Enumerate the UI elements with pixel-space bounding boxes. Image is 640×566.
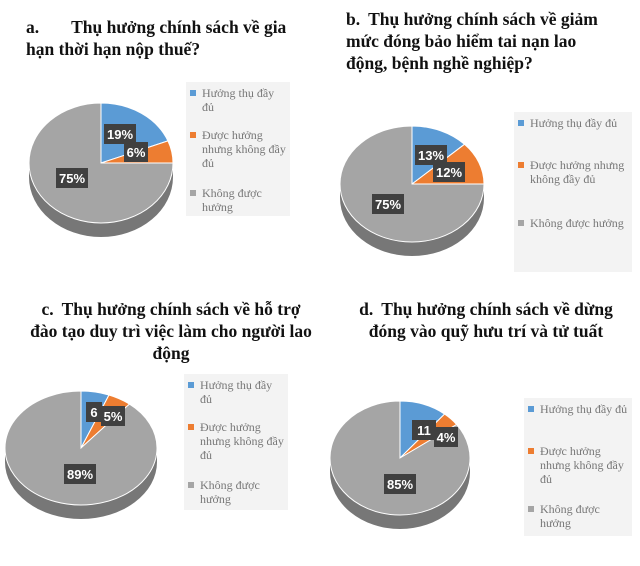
data-label-box [412,420,436,440]
data-label: 19% [107,127,133,142]
legend-swatch [190,190,196,196]
data-label: 5% [104,409,123,424]
chart-title-prefix: a. [26,17,40,37]
data-label: 6% [127,145,146,160]
pie-chart-c: 6 5% 89% [4,390,158,519]
data-label-box [101,406,125,426]
legend-swatch [190,132,196,138]
data-label-box [56,168,88,188]
chart-title-b: b. Thụ hưởng chính sách về giảm mức đóng … [346,8,608,74]
chart-legend: Hưởng thụ đầy đủ Được hưởng nhưng không đ… [524,398,632,536]
legend-label: Không được hưởng [200,478,260,506]
data-label-box [124,142,148,162]
chart-title-text: Thụ hưởng chính sách về hỗ trợ đào tạo d… [30,299,312,363]
legend-swatch [528,506,534,512]
legend-swatch [188,424,194,430]
legend-swatch [518,120,524,126]
legend-label: Không được hưởng [530,216,624,230]
legend-label: Hưởng thụ đầy đủ [530,116,618,130]
data-label-box [384,474,416,494]
chart-legend: Hưởng thụ đầy đủ Được hưởng nhưng không đ… [184,374,288,510]
pie-chart-b: 13% 12% 75% [339,125,485,256]
data-label: 75% [59,171,85,186]
legend-swatch [188,382,194,388]
pie-depth [340,184,484,256]
chart-title-prefix: d. [359,299,374,319]
chart-title-text: Thụ hưởng chính sách về gia hạn thời hạn… [26,17,287,59]
legend-label: Được hưởng nhưng không đầy đủ [530,158,625,186]
data-label-box [64,464,96,484]
data-label: 4% [437,430,456,445]
legend-swatch [528,406,534,412]
data-label: 85% [387,477,413,492]
legend-swatch [518,162,524,168]
pie-slice [28,102,174,224]
data-label: 89% [67,467,93,482]
legend-label: Hưởng thụ đầy đủ [540,402,628,416]
legend-label: Không được hưởng [540,502,600,530]
pie-slice [329,400,471,516]
legend-label: Hưởng thụ đầy đủ [202,86,275,114]
chart-title-a: a. Thụ hưởng chính sách về gia hạn thời h… [26,16,316,60]
chart-title-c: c. Thụ hưởng chính sách về hỗ trợ đào tạo… [26,298,316,364]
data-label-box [415,145,447,165]
legend-label: Được hưởng nhưng không đầy đủ [200,420,284,462]
data-label-box [86,402,102,422]
legend-swatch [518,220,524,226]
data-label-box [104,124,136,144]
chart-legend: Hưởng thụ đầy đủ Được hưởng nhưng không đ… [186,82,290,216]
data-label-box [434,427,458,447]
pie-chart-d: 11 4% 85% [329,400,471,529]
legend-swatch [528,448,534,454]
data-label-box [433,162,465,182]
legend-label: Không được hưởng [202,186,262,214]
legend-swatch [190,90,196,96]
data-label: 12% [436,165,462,180]
data-label: 75% [375,197,401,212]
data-label: 6 [90,405,97,420]
chart-title-prefix: c. [41,299,54,319]
chart-title-d: d. Thụ hưởng chính sách về dừng đóng vào … [350,298,622,342]
chart-title-prefix: b. [346,9,361,29]
chart-title-text: Thụ hưởng chính sách về dừng đóng vào qu… [368,299,613,341]
data-label: 13% [418,148,444,163]
pie-depth [29,163,173,237]
legend-label: Hưởng thụ đầy đủ [200,378,273,406]
pie-slice [4,390,158,506]
legend-swatch [188,482,194,488]
pie-depth [5,448,157,519]
legend-label: Được hưởng nhưng không đầy đủ [540,444,624,486]
pie-chart-a: 19% 6% 75% [28,102,174,237]
chart-title-text: Thụ hưởng chính sách về giảm mức đóng bả… [346,9,598,73]
data-label: 11 [417,423,431,438]
chart-legend: Hưởng thụ đầy đủ Được hưởng nhưng không đ… [514,112,632,272]
pie-depth [330,458,470,529]
legend-label: Được hưởng nhưng không đầy đủ [202,128,286,170]
data-label-box [372,194,404,214]
